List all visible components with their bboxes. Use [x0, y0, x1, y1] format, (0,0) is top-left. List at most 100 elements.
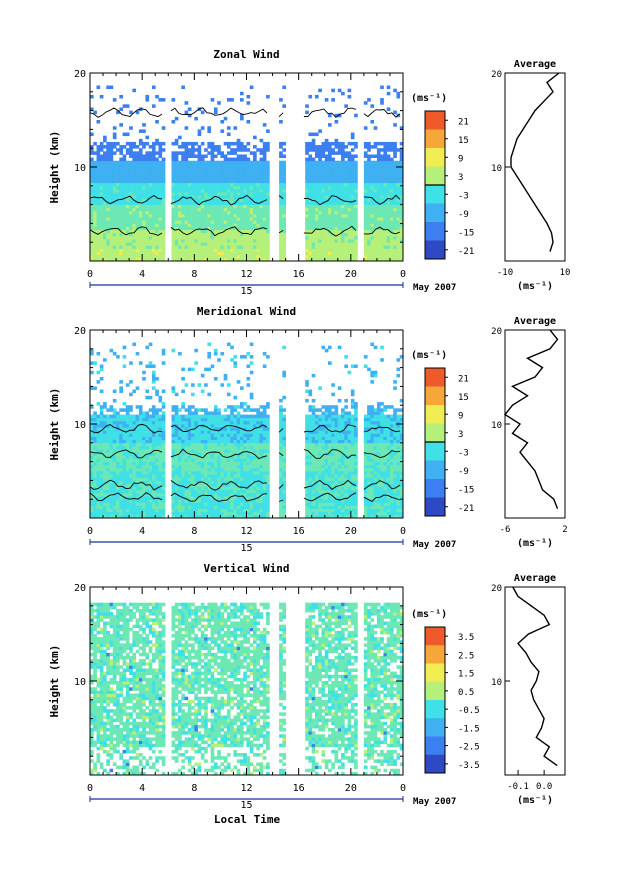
contour-line	[89, 107, 401, 118]
colorbar-tick-label: -15	[458, 485, 474, 495]
average-profile-line	[503, 329, 559, 509]
y-axis-label: Height (km)	[48, 131, 61, 204]
panel-title: Zonal Wind	[213, 48, 279, 61]
month-label: May 2007	[413, 797, 456, 807]
heatmap	[89, 342, 404, 519]
average-y-tick-label: 10	[491, 678, 502, 688]
colorbar-tick-label: -1.5	[458, 724, 480, 734]
colorbar-segment	[425, 627, 445, 646]
x-tick-label: 12	[240, 783, 252, 794]
colorbar-segment	[425, 240, 445, 260]
colorbar-segment	[425, 645, 445, 664]
x-tick-label: 8	[191, 526, 197, 537]
colorbar-frame	[424, 626, 446, 774]
average-y-tick-label: 20	[491, 70, 502, 80]
x-tick-label: 16	[293, 269, 305, 280]
x-tick-label: 0	[400, 783, 406, 794]
colorbar-segment	[425, 222, 445, 241]
colorbar-tick-label: 2.5	[458, 651, 474, 661]
average-y-tick-label: 10	[491, 164, 502, 174]
average-x-tick-label: 0.0	[536, 782, 552, 792]
contour-line	[89, 194, 401, 206]
colorbar-segment	[425, 368, 445, 387]
average-x-tick-label: -10	[497, 268, 513, 278]
day-label: 15	[240, 286, 252, 297]
colorbar-tick-label: 3	[458, 173, 463, 183]
y-tick-label: 10	[74, 420, 86, 431]
y-axis-label: Height (km)	[48, 645, 61, 718]
x-tick-label: 8	[191, 783, 197, 794]
colorbar-tick-label: -15	[458, 228, 474, 238]
average-title: Average	[514, 316, 556, 327]
y-tick-label: 20	[74, 583, 86, 594]
x-tick-label: 16	[293, 783, 305, 794]
x-tick-label: 12	[240, 269, 252, 280]
month-label: May 2007	[413, 283, 456, 293]
contour-line	[89, 479, 401, 491]
y-tick-label: 10	[74, 677, 86, 688]
contour-line	[89, 492, 401, 502]
colorbar-unit: (ms⁻¹)	[411, 609, 447, 620]
x-tick-label: 20	[345, 783, 357, 794]
average-frame	[504, 329, 566, 519]
average-frame	[504, 586, 566, 776]
heatmap	[89, 85, 404, 262]
average-x-tick-label: -0.1	[507, 782, 529, 792]
average-x-tick-label: 2	[562, 525, 567, 535]
colorbar-tick-label: 15	[458, 393, 469, 403]
average-y-tick-label: 10	[491, 421, 502, 431]
colorbar-segment	[425, 386, 445, 406]
colorbar-tick-label: -9	[458, 467, 469, 477]
colorbar-tick-label: -3.5	[458, 761, 480, 771]
x-tick-label: 20	[345, 269, 357, 280]
heatmap	[90, 602, 404, 776]
colorbar-segment	[425, 203, 445, 223]
colorbar-segment	[425, 681, 445, 701]
colorbar-segment	[425, 663, 445, 683]
average-x-tick-label: -6	[500, 525, 511, 535]
colorbar-tick-label: -9	[458, 210, 469, 220]
colorbar-tick-label: 3.5	[458, 633, 474, 643]
colorbar-tick-label: 0.5	[458, 688, 474, 698]
colorbar-tick-label: 21	[458, 374, 469, 384]
colorbar-tick-label: -0.5	[458, 706, 480, 716]
colorbar-tick-label: -3	[458, 191, 469, 201]
colorbar-segment	[425, 754, 445, 774]
colorbar-segment	[425, 700, 445, 719]
colorbar-tick-label: 9	[458, 411, 463, 421]
average-title: Average	[514, 573, 556, 584]
y-tick-label: 10	[74, 163, 86, 174]
panel-title: Vertical Wind	[203, 562, 289, 575]
x-axis-label: Local Time	[214, 813, 281, 826]
colorbar-unit: (ms⁻¹)	[411, 350, 447, 361]
x-tick-label: 0	[400, 526, 406, 537]
x-tick-label: 12	[240, 526, 252, 537]
colorbar-segment	[425, 423, 445, 443]
panel-3: Vertical Wind 0 4 8 12 16 20 0 10 20 Height (km) 15…	[48, 562, 566, 811]
colorbar-segment	[425, 736, 445, 756]
average-frame	[504, 72, 566, 262]
colorbar-segment	[425, 148, 445, 167]
contour-line	[89, 225, 401, 237]
contour-line	[89, 448, 400, 460]
colorbar-segment	[425, 460, 445, 480]
x-tick-label: 0	[87, 526, 93, 537]
colorbar-segment	[425, 111, 445, 130]
average-y-tick-label: 20	[491, 327, 502, 337]
colorbar-segment	[425, 129, 445, 149]
colorbar-segment	[425, 718, 445, 737]
month-label: May 2007	[413, 540, 456, 550]
average-x-label: (ms⁻¹)	[517, 538, 553, 549]
x-tick-label: 0	[400, 269, 406, 280]
average-x-label: (ms⁻¹)	[517, 281, 553, 292]
colorbar-unit: (ms⁻¹)	[411, 93, 447, 104]
x-tick-label: 0	[87, 783, 93, 794]
x-tick-label: 0	[87, 269, 93, 280]
colorbar-segment	[425, 497, 445, 517]
contour-line	[89, 423, 400, 434]
average-x-label: (ms⁻¹)	[517, 795, 553, 806]
panel-title: Meridional Wind	[197, 305, 296, 318]
y-axis-label: Height (km)	[48, 388, 61, 461]
day-label: 15	[240, 543, 252, 554]
